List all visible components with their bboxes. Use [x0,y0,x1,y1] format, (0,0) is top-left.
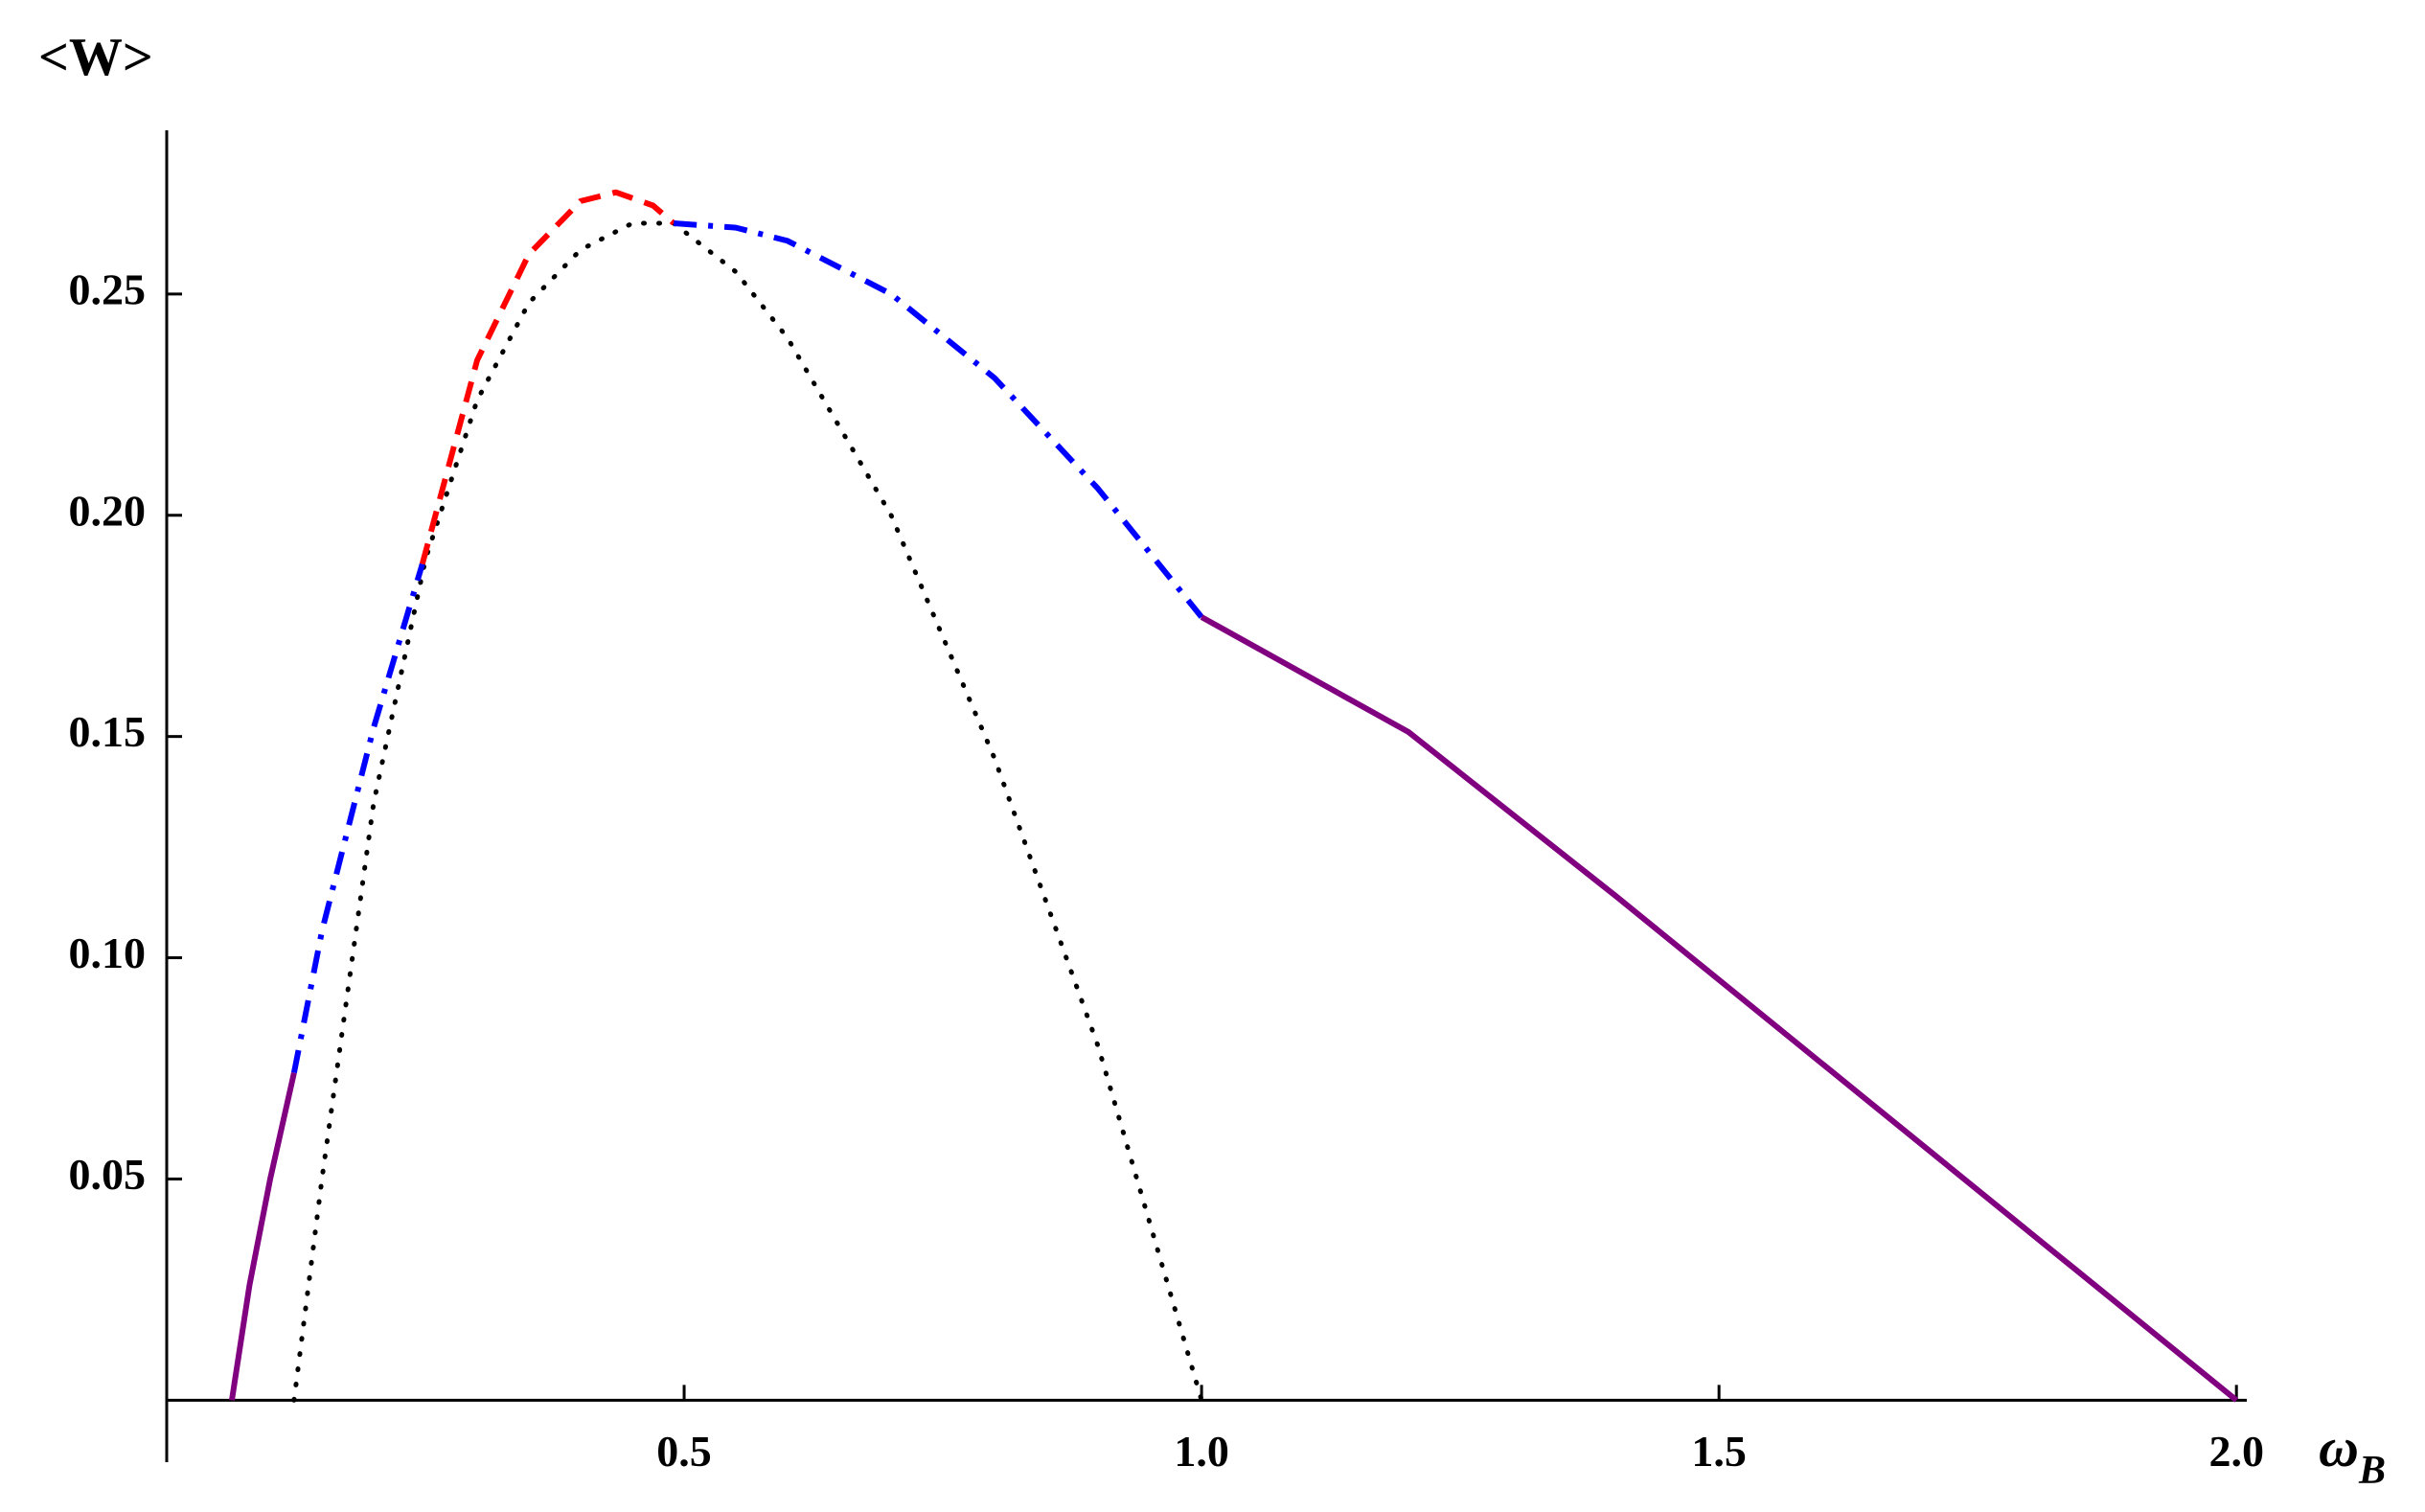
y-axis-label: <W> [38,28,153,87]
x-tick-label: 0.5 [656,1427,712,1476]
data-line [291,220,1204,1403]
x-axis-label-main: ω [2319,1416,2359,1478]
data-line [229,1071,297,1401]
y-tick-label: 0.10 [69,928,147,977]
data-line [1200,614,2239,1403]
x-axis-label: ωB [2319,1416,2386,1493]
data-line [290,562,425,1074]
y-tick-label: 0.20 [69,486,147,535]
x-tick-label: 1.5 [1691,1427,1747,1476]
y-tick-label: 0.05 [69,1150,147,1199]
y-tick-label: 0.15 [69,707,147,756]
x-axis-label-sub: B [2358,1449,2386,1493]
data-line [419,189,676,565]
x-tick-label: 2.0 [2208,1427,2264,1476]
y-tick-label: 0.25 [69,264,147,313]
x-tick-label: 1.0 [1174,1427,1229,1476]
data-line [673,220,1204,619]
